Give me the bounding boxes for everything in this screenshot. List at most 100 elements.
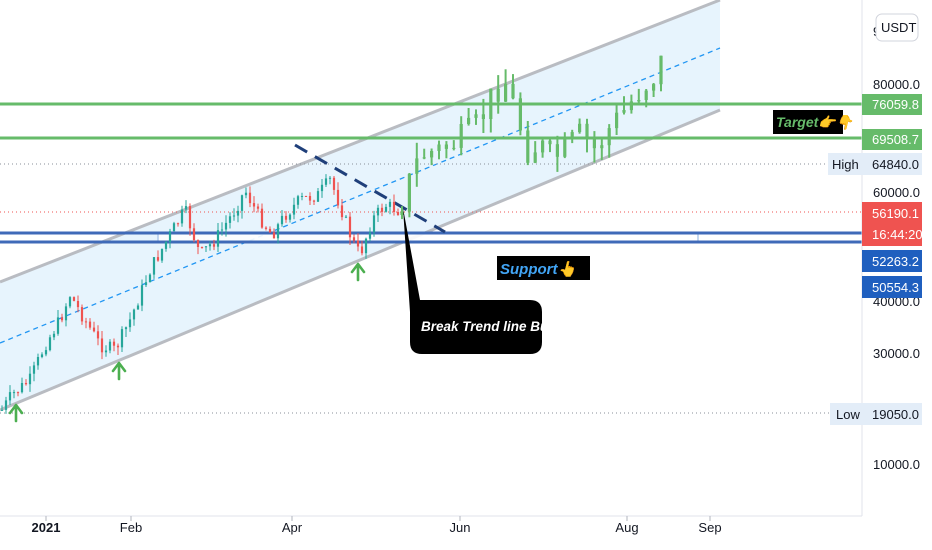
candle-body bbox=[376, 207, 380, 216]
candle-body bbox=[120, 329, 124, 348]
candle-body bbox=[268, 228, 272, 233]
candle-body bbox=[352, 237, 356, 241]
support-upper-tag: 52263.2 bbox=[862, 250, 922, 272]
candle-body bbox=[284, 215, 288, 220]
high-label: High bbox=[832, 157, 859, 172]
candle-body bbox=[84, 321, 88, 323]
buy-callout: Break Trend line Buy bbox=[403, 208, 557, 354]
candle-body bbox=[112, 341, 116, 346]
candle-body bbox=[444, 144, 448, 149]
candle-body bbox=[292, 204, 296, 215]
candle-body bbox=[396, 212, 400, 216]
candle-body bbox=[437, 144, 441, 151]
candle-body bbox=[124, 327, 128, 330]
candle-body bbox=[296, 196, 300, 205]
candle-body bbox=[422, 157, 426, 159]
high-tag: High 64840.0 bbox=[828, 153, 922, 175]
candle-body bbox=[152, 257, 156, 275]
candle-body bbox=[200, 247, 204, 248]
candle-body bbox=[481, 114, 485, 119]
candle-body bbox=[16, 392, 20, 394]
candle-body bbox=[76, 301, 80, 308]
candle-body bbox=[600, 145, 604, 149]
candle-body bbox=[264, 227, 268, 229]
price-tick: 80000.0 bbox=[873, 77, 920, 92]
price-tick: 30000.0 bbox=[873, 346, 920, 361]
candle-body bbox=[392, 201, 396, 212]
candle-body bbox=[156, 257, 160, 261]
candle-body bbox=[116, 345, 120, 348]
candle-body bbox=[372, 215, 376, 233]
candle-body bbox=[92, 327, 96, 332]
candle-body bbox=[128, 319, 132, 328]
low-tag: Low 19050.0 bbox=[830, 403, 922, 425]
candle-body bbox=[504, 83, 508, 102]
low-value: 19050.0 bbox=[872, 407, 919, 422]
candle-body bbox=[304, 196, 308, 197]
candle-body bbox=[80, 307, 84, 322]
high-value: 64840.0 bbox=[872, 157, 919, 172]
candle-body bbox=[132, 309, 136, 320]
candle-body bbox=[585, 123, 589, 140]
candle-body bbox=[407, 173, 411, 212]
candle-body bbox=[415, 158, 419, 174]
price-tick: 10000.0 bbox=[873, 457, 920, 472]
candle-body bbox=[4, 400, 8, 410]
candle-body bbox=[518, 98, 522, 131]
arrow-up-icon bbox=[8, 403, 24, 423]
candle-body bbox=[659, 55, 663, 85]
candle-body bbox=[136, 305, 140, 310]
candle-body bbox=[232, 215, 236, 217]
candle-body bbox=[637, 100, 641, 102]
time-tick: Feb bbox=[120, 520, 142, 535]
buy-callout-text: Break Trend line Buy bbox=[421, 319, 557, 334]
arrow-up-icon bbox=[111, 361, 127, 381]
price-axis[interactable]: 9 80000.0 60000.0 40000.0 30000.0 10000.… bbox=[828, 0, 923, 516]
candle-body bbox=[563, 137, 567, 157]
channel-upper-line bbox=[0, 0, 721, 284]
candle-body bbox=[467, 117, 471, 124]
candle-body bbox=[160, 248, 164, 261]
currency-button[interactable]: USDT bbox=[875, 13, 919, 42]
candle-body bbox=[336, 189, 340, 206]
target-upper-tag: 76059.8 bbox=[862, 94, 922, 115]
candle-body bbox=[228, 216, 232, 223]
candle-body bbox=[88, 321, 92, 328]
plot-area[interactable]: Target👉👇 Support👆 Break Trend line Buy bbox=[0, 0, 862, 423]
price-tick: 60000.0 bbox=[873, 185, 920, 200]
candle-body bbox=[592, 139, 596, 149]
candle-body bbox=[348, 216, 352, 238]
candle-body bbox=[32, 365, 36, 374]
candle-body bbox=[607, 128, 611, 146]
time-axis[interactable]: 2021 Feb Apr Jun Aug Sep bbox=[0, 515, 862, 535]
target-annotation: Target👉👇 bbox=[773, 110, 855, 134]
candle-body bbox=[555, 144, 559, 157]
time-tick: Apr bbox=[282, 520, 303, 535]
candle-body bbox=[474, 114, 478, 118]
candle-body bbox=[570, 132, 574, 138]
candle-body bbox=[526, 130, 530, 163]
candles bbox=[0, 55, 663, 414]
candle-body bbox=[312, 200, 316, 202]
candle-body bbox=[188, 206, 192, 229]
candle-body bbox=[288, 214, 292, 220]
candle-body bbox=[60, 317, 64, 321]
candle-body bbox=[72, 297, 76, 301]
channel-fill bbox=[0, 0, 720, 410]
time-tick: Aug bbox=[615, 520, 638, 535]
candle-body bbox=[140, 285, 144, 306]
candle-body bbox=[100, 338, 104, 353]
support-annotation-text: Support👆 bbox=[500, 260, 576, 278]
candle-body bbox=[208, 244, 212, 247]
candle-body bbox=[144, 282, 148, 286]
arrow-up-icon bbox=[350, 262, 366, 282]
candle-body bbox=[12, 392, 16, 394]
candle-body bbox=[578, 123, 582, 133]
candle-body bbox=[320, 184, 324, 192]
downtrend-line bbox=[294, 143, 446, 234]
candle-body bbox=[340, 205, 344, 218]
candle-body bbox=[380, 207, 384, 212]
candle-body bbox=[184, 206, 188, 210]
candle-body bbox=[260, 208, 264, 228]
